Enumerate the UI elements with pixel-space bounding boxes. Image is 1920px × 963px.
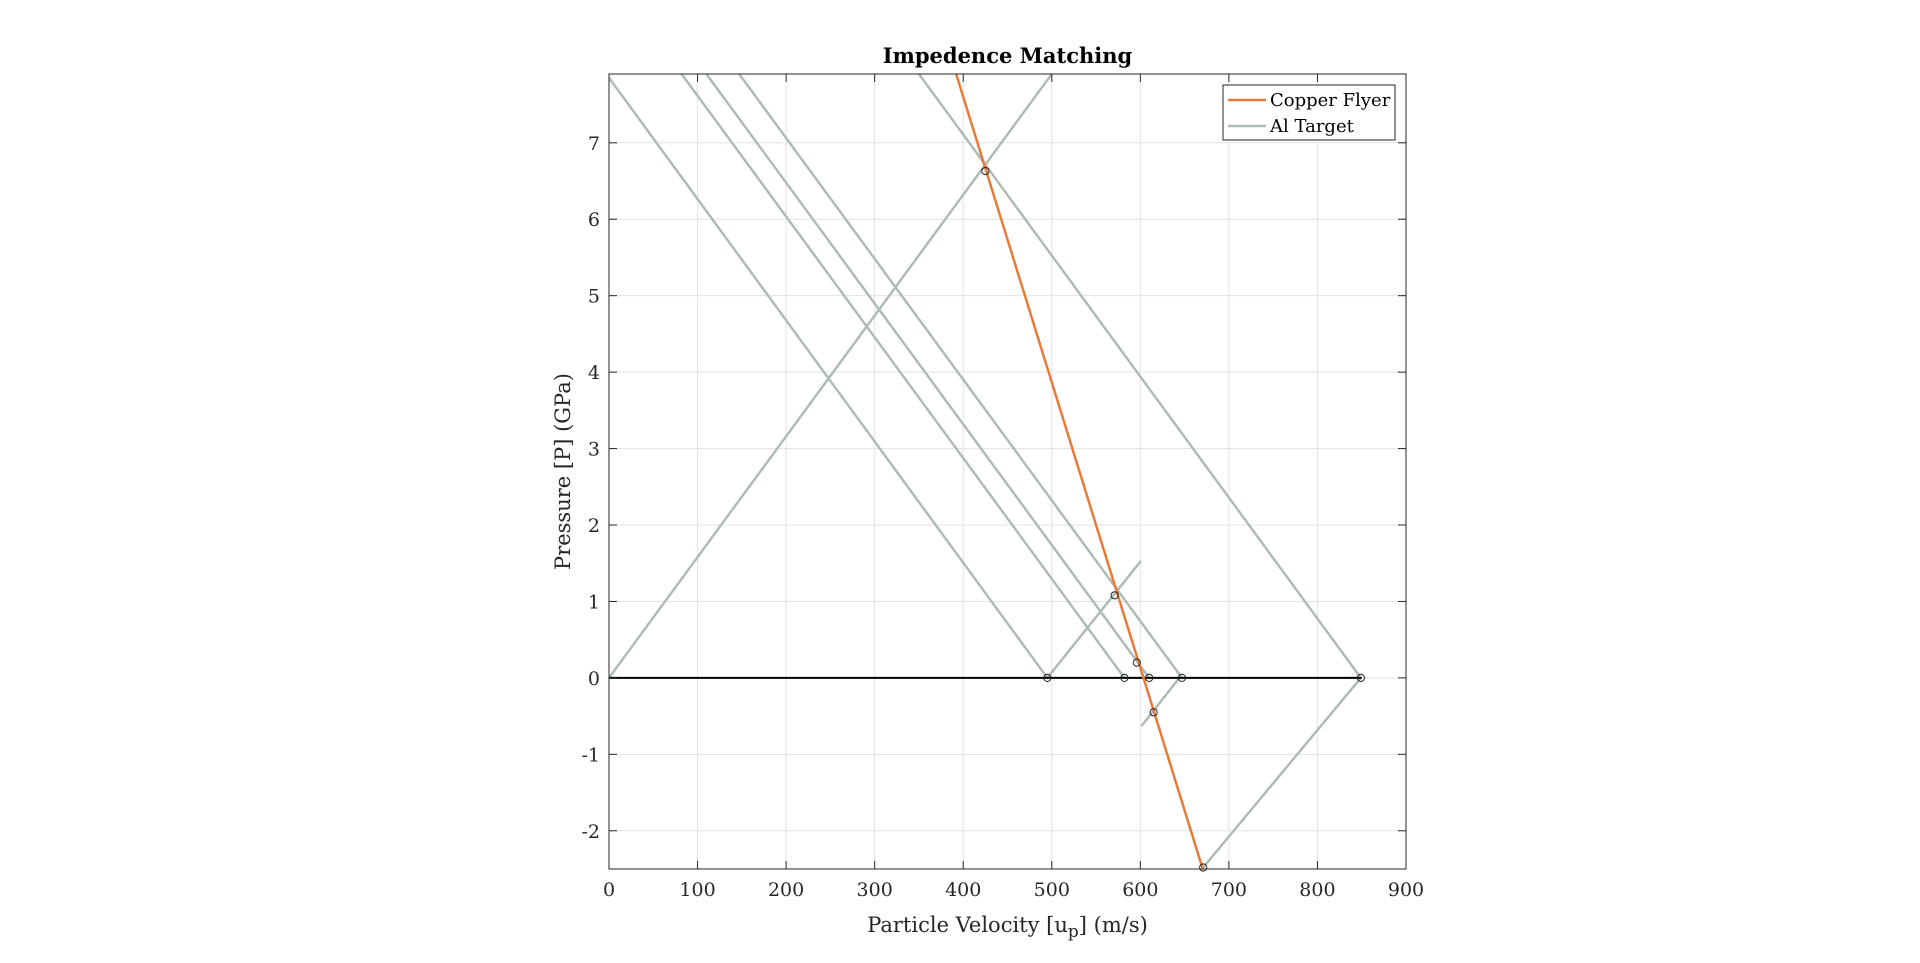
intersection-point-7 (1356, 673, 1365, 682)
plot-lines (609, 74, 1363, 869)
intersection-point-2 (1132, 658, 1141, 667)
al-target-line-7 (1201, 676, 1363, 869)
al-target-line-3 (737, 74, 1184, 680)
y-tick-label: 7 (588, 133, 600, 155)
axis-ticks: 0 100 200 300 400 500 600 700 800 900 -2 -1 0 1 2 3 4 5 6 7 (581, 74, 1424, 901)
intersection-point-1 (1110, 591, 1119, 600)
al-target-series-line (609, 74, 1054, 680)
chart-title: Impedence Matching (883, 43, 1133, 68)
y-tick-label: 4 (588, 362, 600, 384)
al-target-line-5 (1046, 560, 1142, 680)
x-axis-label-tail: ] (m/s) (1079, 913, 1148, 937)
y-tick-label: 0 (588, 668, 600, 690)
intersection-point-0 (981, 166, 990, 176)
legend: Copper Flyer Al Target (1222, 84, 1396, 141)
legend-label-copper-flyer: Copper Flyer (1270, 90, 1391, 111)
intersection-point-5 (1145, 673, 1154, 682)
intersection-point-3 (1043, 673, 1052, 682)
y-tick-label: 6 (588, 209, 600, 231)
x-tick-label: 0 (603, 879, 615, 901)
y-tick-label: -2 (581, 821, 600, 843)
y-axis-label: Pressure [P] (GPa) (551, 373, 575, 570)
x-tick-label: 900 (1388, 879, 1424, 901)
intersection-point-8 (1149, 708, 1158, 717)
intersection-markers (981, 166, 1365, 872)
intersection-point-4 (1120, 673, 1129, 682)
x-tick-label: 300 (857, 879, 893, 901)
legend-box (1222, 84, 1396, 141)
y-tick-label: 2 (588, 515, 600, 537)
al-target-line-6 (1140, 676, 1181, 727)
x-axis-label-main: Particle Velocity [u (867, 913, 1068, 937)
x-tick-label: 500 (1034, 879, 1070, 901)
legend-label-al-target: Al Target (1269, 116, 1355, 137)
intersection-point-9 (1199, 863, 1208, 872)
intersection-point-6 (1177, 673, 1187, 682)
copper-flyer-line (954, 74, 1204, 869)
x-tick-label: 100 (679, 879, 715, 901)
x-tick-label: 600 (1122, 879, 1158, 901)
x-tick-label: 200 (768, 879, 804, 901)
x-tick-label: 400 (945, 879, 981, 901)
y-tick-label: 1 (588, 591, 600, 613)
x-tick-label: 700 (1211, 879, 1247, 901)
al-target-line-2 (705, 74, 1151, 680)
al-target-line-1 (680, 74, 1126, 680)
al-target-line-4 (917, 74, 1363, 680)
y-tick-label: -1 (581, 744, 600, 766)
x-axis-label-subscript: p (1068, 922, 1079, 942)
x-tick-label: 800 (1299, 879, 1335, 901)
x-axis-label: Particle Velocity [up] (m/s) (867, 913, 1148, 942)
y-tick-label: 5 (588, 286, 600, 308)
y-tick-label: 3 (588, 439, 600, 461)
axes-box (608, 73, 1407, 870)
